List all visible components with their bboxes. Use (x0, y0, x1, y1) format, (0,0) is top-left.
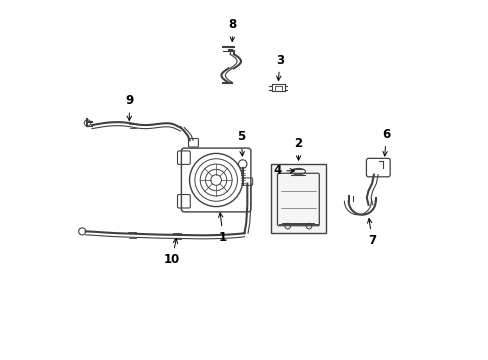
Text: 1: 1 (218, 213, 227, 244)
Text: 10: 10 (163, 239, 180, 266)
Text: 4: 4 (273, 164, 294, 177)
Text: 2: 2 (294, 137, 302, 160)
Text: 9: 9 (125, 94, 133, 121)
Text: 5: 5 (236, 130, 244, 156)
Text: 3: 3 (275, 54, 284, 80)
Text: 6: 6 (381, 128, 389, 156)
Bar (270, 164, 325, 233)
Text: 8: 8 (228, 18, 237, 41)
Text: 7: 7 (366, 219, 375, 247)
